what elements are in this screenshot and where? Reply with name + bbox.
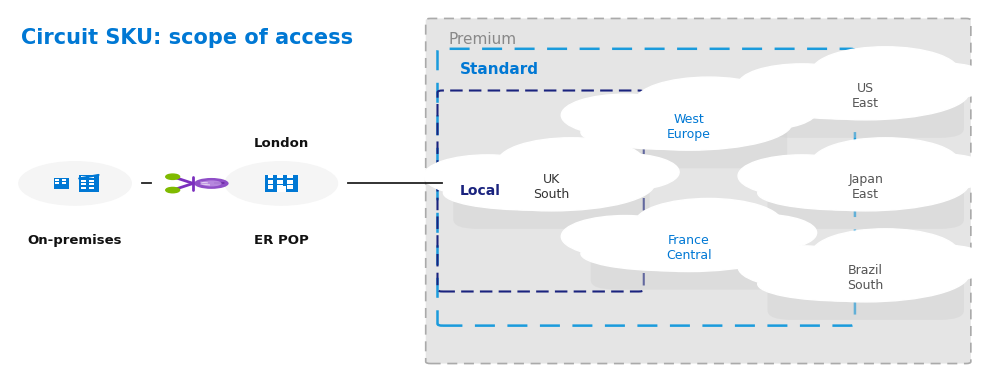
FancyBboxPatch shape	[453, 161, 650, 229]
FancyBboxPatch shape	[79, 175, 98, 192]
FancyBboxPatch shape	[265, 175, 297, 192]
Circle shape	[226, 162, 338, 205]
FancyBboxPatch shape	[62, 179, 66, 181]
FancyBboxPatch shape	[268, 186, 274, 189]
Circle shape	[19, 162, 131, 205]
Ellipse shape	[757, 176, 935, 210]
Ellipse shape	[812, 138, 959, 187]
Ellipse shape	[708, 214, 817, 251]
Ellipse shape	[448, 156, 655, 211]
Ellipse shape	[201, 180, 222, 186]
Text: US
East: US East	[852, 82, 880, 110]
Ellipse shape	[581, 115, 757, 149]
Text: Local: Local	[460, 184, 501, 198]
FancyBboxPatch shape	[55, 179, 59, 181]
FancyBboxPatch shape	[53, 178, 69, 189]
FancyBboxPatch shape	[81, 180, 86, 181]
Ellipse shape	[497, 138, 645, 187]
Ellipse shape	[561, 215, 689, 257]
FancyBboxPatch shape	[278, 180, 283, 183]
Ellipse shape	[812, 47, 959, 96]
FancyBboxPatch shape	[767, 161, 964, 229]
Ellipse shape	[424, 155, 552, 197]
FancyBboxPatch shape	[591, 100, 787, 168]
FancyBboxPatch shape	[90, 183, 94, 185]
FancyBboxPatch shape	[268, 175, 274, 178]
FancyBboxPatch shape	[81, 183, 86, 185]
Ellipse shape	[762, 156, 969, 211]
Ellipse shape	[812, 229, 959, 278]
FancyBboxPatch shape	[90, 180, 94, 181]
Ellipse shape	[443, 176, 621, 210]
Text: Circuit SKU: scope of access: Circuit SKU: scope of access	[21, 28, 354, 48]
FancyBboxPatch shape	[288, 175, 293, 178]
FancyBboxPatch shape	[55, 182, 59, 184]
FancyBboxPatch shape	[62, 182, 66, 184]
Ellipse shape	[635, 77, 782, 127]
FancyBboxPatch shape	[81, 187, 86, 189]
FancyBboxPatch shape	[278, 175, 283, 178]
Ellipse shape	[738, 64, 866, 106]
FancyBboxPatch shape	[767, 70, 964, 138]
Circle shape	[165, 188, 179, 193]
FancyBboxPatch shape	[90, 176, 94, 178]
Ellipse shape	[561, 94, 689, 136]
Ellipse shape	[708, 93, 817, 129]
FancyBboxPatch shape	[288, 186, 293, 189]
FancyBboxPatch shape	[426, 18, 971, 364]
Ellipse shape	[586, 95, 792, 150]
Circle shape	[165, 174, 179, 180]
FancyBboxPatch shape	[277, 186, 286, 192]
Ellipse shape	[886, 245, 985, 282]
FancyBboxPatch shape	[278, 186, 283, 189]
FancyBboxPatch shape	[767, 252, 964, 320]
FancyBboxPatch shape	[268, 180, 274, 183]
FancyBboxPatch shape	[81, 176, 86, 178]
Text: On-premises: On-premises	[28, 234, 122, 247]
Text: ER POP: ER POP	[254, 234, 308, 247]
Text: Standard: Standard	[460, 62, 539, 77]
Text: West
Europe: West Europe	[667, 113, 711, 141]
Text: Premium: Premium	[448, 32, 516, 47]
Ellipse shape	[886, 154, 985, 190]
Ellipse shape	[762, 247, 969, 302]
Ellipse shape	[757, 267, 935, 301]
Ellipse shape	[762, 65, 969, 120]
Text: UK
South: UK South	[533, 173, 569, 201]
Text: Japan
East: Japan East	[848, 173, 884, 201]
Ellipse shape	[886, 63, 985, 99]
Ellipse shape	[194, 178, 229, 189]
Text: Brazil
South: Brazil South	[848, 264, 884, 292]
Ellipse shape	[635, 198, 782, 248]
FancyBboxPatch shape	[90, 187, 94, 189]
Ellipse shape	[571, 154, 679, 190]
Text: London: London	[254, 137, 309, 150]
Ellipse shape	[581, 236, 757, 271]
Text: France
Central: France Central	[666, 234, 712, 262]
FancyBboxPatch shape	[591, 221, 787, 290]
Ellipse shape	[757, 85, 935, 119]
Ellipse shape	[586, 217, 792, 272]
FancyBboxPatch shape	[288, 180, 293, 183]
Ellipse shape	[738, 155, 866, 197]
Ellipse shape	[738, 246, 866, 288]
